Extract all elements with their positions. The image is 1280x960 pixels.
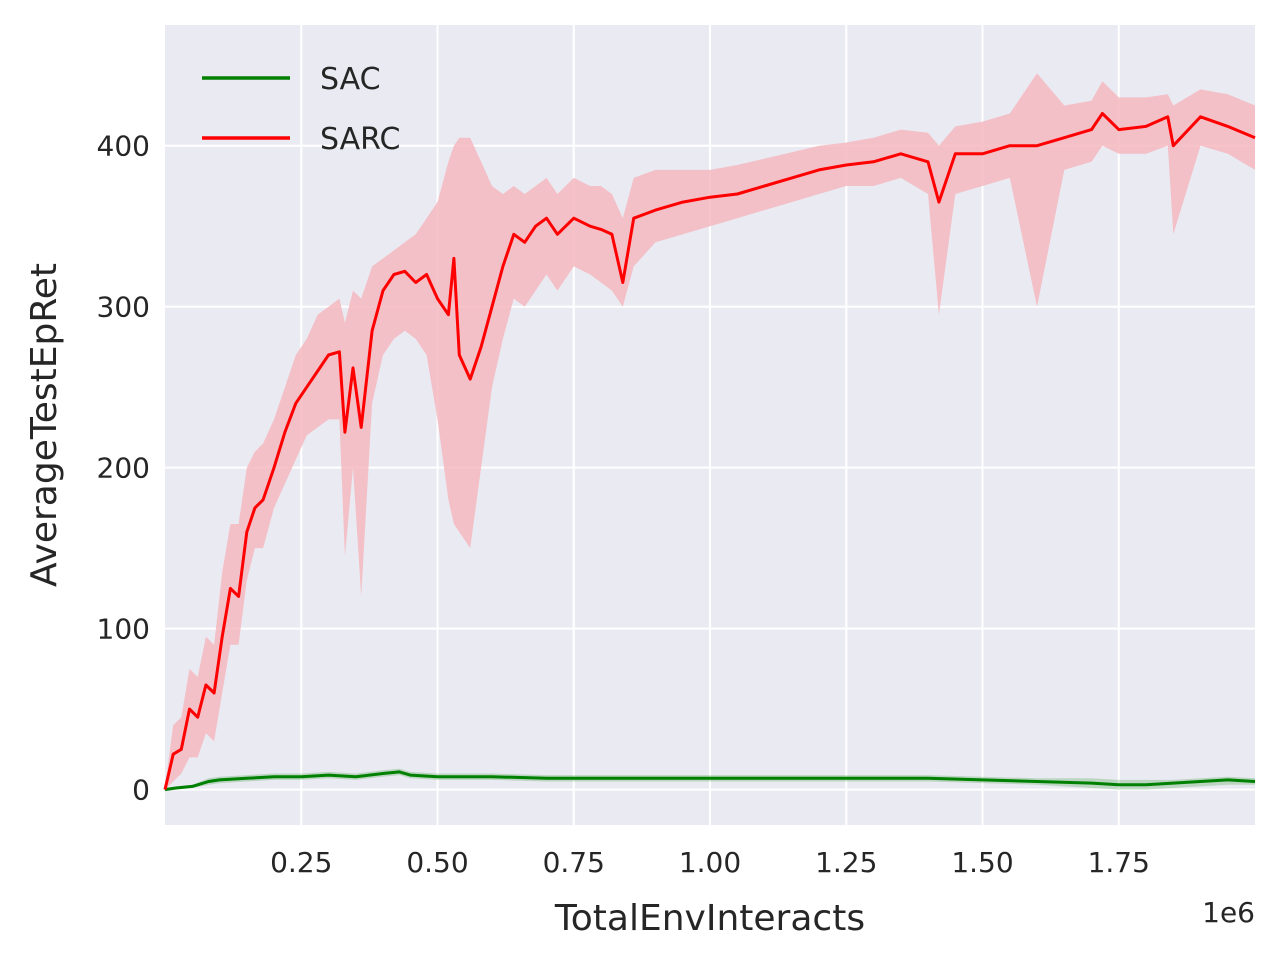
x-axis-scale-label: 1e6 [1202, 896, 1255, 929]
y-tick-labels: 0 100 200 300 400 [97, 130, 150, 807]
sarc-line [163, 112, 1256, 790]
x-tick-label: 1.25 [815, 846, 877, 879]
legend-label-sarc: SARC [320, 122, 400, 157]
y-tick-label: 0 [132, 774, 150, 807]
x-tick-label: 0.50 [406, 846, 468, 879]
gridlines [165, 25, 1255, 825]
sac-line [164, 770, 1256, 792]
y-tick-label: 100 [97, 613, 150, 646]
x-tick-label: 1.50 [951, 846, 1013, 879]
y-tick-label: 200 [97, 452, 150, 485]
x-tick-label: 1.75 [1088, 846, 1150, 879]
legend-label-sac: SAC [320, 62, 381, 97]
x-tick-label: 1.00 [679, 846, 741, 879]
x-tick-labels: 0.25 0.50 0.75 1.00 1.25 1.50 1.75 [270, 846, 1150, 879]
series-lines [163, 112, 1256, 792]
legend: SAC SARC [202, 62, 400, 157]
y-tick-label: 300 [97, 291, 150, 324]
y-tick-label: 400 [97, 130, 150, 163]
sarc-band [165, 73, 1255, 790]
x-tick-label: 0.75 [543, 846, 605, 879]
x-axis-label: TotalEnvInteracts [554, 898, 865, 939]
x-tick-label: 0.25 [270, 846, 332, 879]
y-axis-label: AverageTestEpRet [24, 263, 65, 587]
